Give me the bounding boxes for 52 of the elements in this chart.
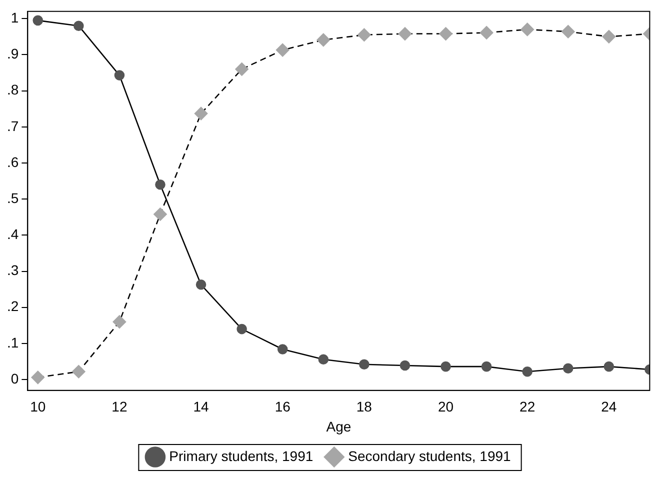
x-axis-title: Age (326, 418, 352, 434)
x-tick-label: 14 (193, 398, 210, 415)
point (74, 20, 84, 31)
point (236, 324, 247, 334)
point (480, 26, 494, 40)
x-tick-label: 18 (356, 398, 372, 415)
point (114, 70, 125, 80)
x-tick-label: 24 (601, 398, 617, 415)
y-tick-label: .2 (6, 298, 19, 314)
y-tick-label: .7 (6, 118, 19, 134)
y-tick-label: .8 (6, 82, 19, 98)
x-tick-label: 10 (30, 398, 46, 415)
point (359, 359, 370, 370)
x-tick-label: 22 (520, 398, 536, 415)
y-tick-label: .5 (6, 190, 19, 206)
point (72, 364, 86, 378)
point (196, 279, 206, 290)
point (400, 360, 410, 371)
y-tick-label: .4 (6, 226, 19, 242)
point (481, 361, 492, 372)
point (562, 363, 574, 374)
point (318, 354, 329, 365)
x-tick-label: 12 (112, 398, 128, 415)
point (31, 370, 45, 384)
point (604, 361, 614, 372)
point (155, 180, 166, 190)
point (235, 62, 248, 76)
point (440, 361, 451, 372)
point (154, 208, 167, 221)
x-tick-label: 20 (438, 398, 454, 415)
y-tick-label: 0 (10, 370, 19, 386)
legend-label: Secondary students, 1991 (348, 448, 512, 464)
y-tick-label: .3 (6, 262, 19, 278)
point (276, 43, 290, 57)
point (602, 30, 616, 44)
point (561, 24, 575, 38)
y-tick-label: .9 (6, 46, 19, 62)
y-tick-label: .6 (6, 154, 19, 170)
point (398, 27, 412, 40)
y-tick-label: .1 (6, 334, 19, 350)
legend-label: Primary students, 1991 (169, 448, 314, 464)
point (194, 106, 208, 120)
point (277, 344, 288, 354)
point (112, 315, 126, 328)
point (316, 33, 330, 47)
point (520, 22, 534, 36)
y-tick-label: 1 (10, 9, 19, 26)
x-tick-label: 16 (274, 398, 291, 415)
point (32, 15, 44, 26)
point (358, 28, 371, 42)
point (439, 27, 452, 40)
point (522, 366, 532, 377)
